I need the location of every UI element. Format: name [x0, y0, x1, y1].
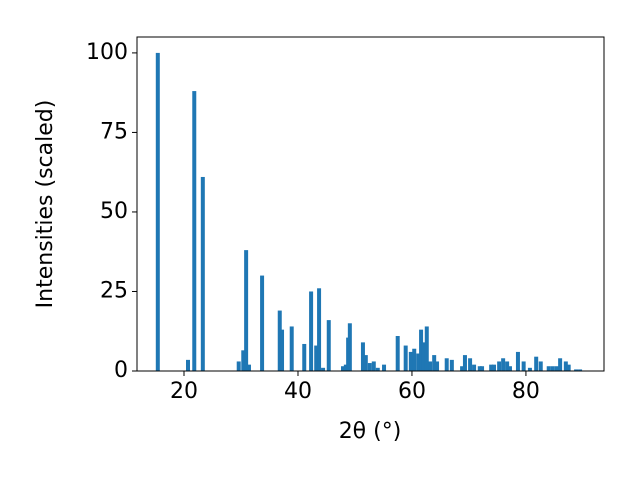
bar — [563, 361, 568, 371]
bar — [505, 361, 510, 371]
bar — [428, 361, 433, 371]
bar — [566, 364, 571, 371]
bar — [521, 361, 526, 371]
bar — [421, 342, 426, 371]
bar — [326, 320, 331, 371]
bar — [395, 336, 400, 371]
bar — [246, 364, 251, 371]
y-tick-label: 50 — [100, 199, 128, 224]
y-axis-label: Intensities (scaled) — [33, 100, 58, 309]
bar — [497, 361, 502, 371]
bar — [280, 329, 285, 371]
bar — [574, 369, 579, 371]
bar — [186, 359, 191, 371]
bar — [468, 358, 473, 371]
bar — [444, 358, 449, 371]
bar — [462, 355, 467, 371]
bar — [492, 364, 497, 371]
bar — [534, 356, 539, 371]
x-tick-label: 80 — [512, 379, 540, 404]
bar — [578, 369, 583, 371]
bar — [321, 367, 326, 371]
bar — [314, 345, 319, 371]
bar — [460, 366, 465, 371]
bar — [309, 291, 314, 371]
bar — [489, 364, 494, 371]
bar — [241, 350, 246, 371]
bar — [515, 351, 520, 371]
bar — [554, 366, 559, 371]
x-axis-label: 2θ (°) — [339, 419, 402, 444]
bar — [360, 342, 365, 371]
bar — [424, 326, 429, 371]
bar — [480, 366, 485, 371]
bar — [419, 329, 424, 371]
bar — [302, 343, 307, 371]
bar — [347, 323, 352, 371]
x-tick-label: 40 — [284, 379, 312, 404]
bar — [343, 364, 348, 371]
bar — [550, 366, 555, 371]
bar — [408, 351, 413, 371]
bar — [363, 355, 368, 371]
bar — [317, 288, 322, 371]
bar — [341, 366, 346, 371]
plot-frame — [136, 36, 605, 372]
bar — [538, 361, 543, 371]
bar — [371, 361, 376, 371]
bar — [501, 358, 506, 371]
y-tick-label: 75 — [100, 119, 128, 144]
bar — [277, 310, 282, 371]
bar — [412, 348, 417, 371]
y-tick-label: 100 — [86, 40, 128, 65]
bar — [236, 361, 241, 371]
bar — [449, 359, 454, 371]
bar — [435, 361, 440, 371]
bar — [546, 366, 551, 371]
bar — [289, 326, 294, 371]
bar — [200, 176, 205, 371]
bar — [382, 364, 387, 371]
bar — [403, 345, 408, 371]
bar — [432, 355, 437, 371]
bar — [192, 91, 197, 372]
bar — [416, 353, 421, 371]
x-tick-label: 20 — [170, 379, 198, 404]
bar — [244, 250, 249, 371]
bar — [477, 366, 482, 371]
bar — [375, 367, 380, 371]
bar — [260, 275, 265, 371]
bar — [507, 366, 512, 371]
bar — [472, 364, 477, 371]
bar — [155, 52, 160, 372]
y-tick-label: 25 — [100, 278, 128, 303]
x-tick-label: 60 — [398, 379, 426, 404]
bar — [558, 358, 563, 371]
bar — [527, 367, 532, 371]
y-tick-label: 0 — [114, 358, 128, 383]
bar — [367, 363, 372, 371]
